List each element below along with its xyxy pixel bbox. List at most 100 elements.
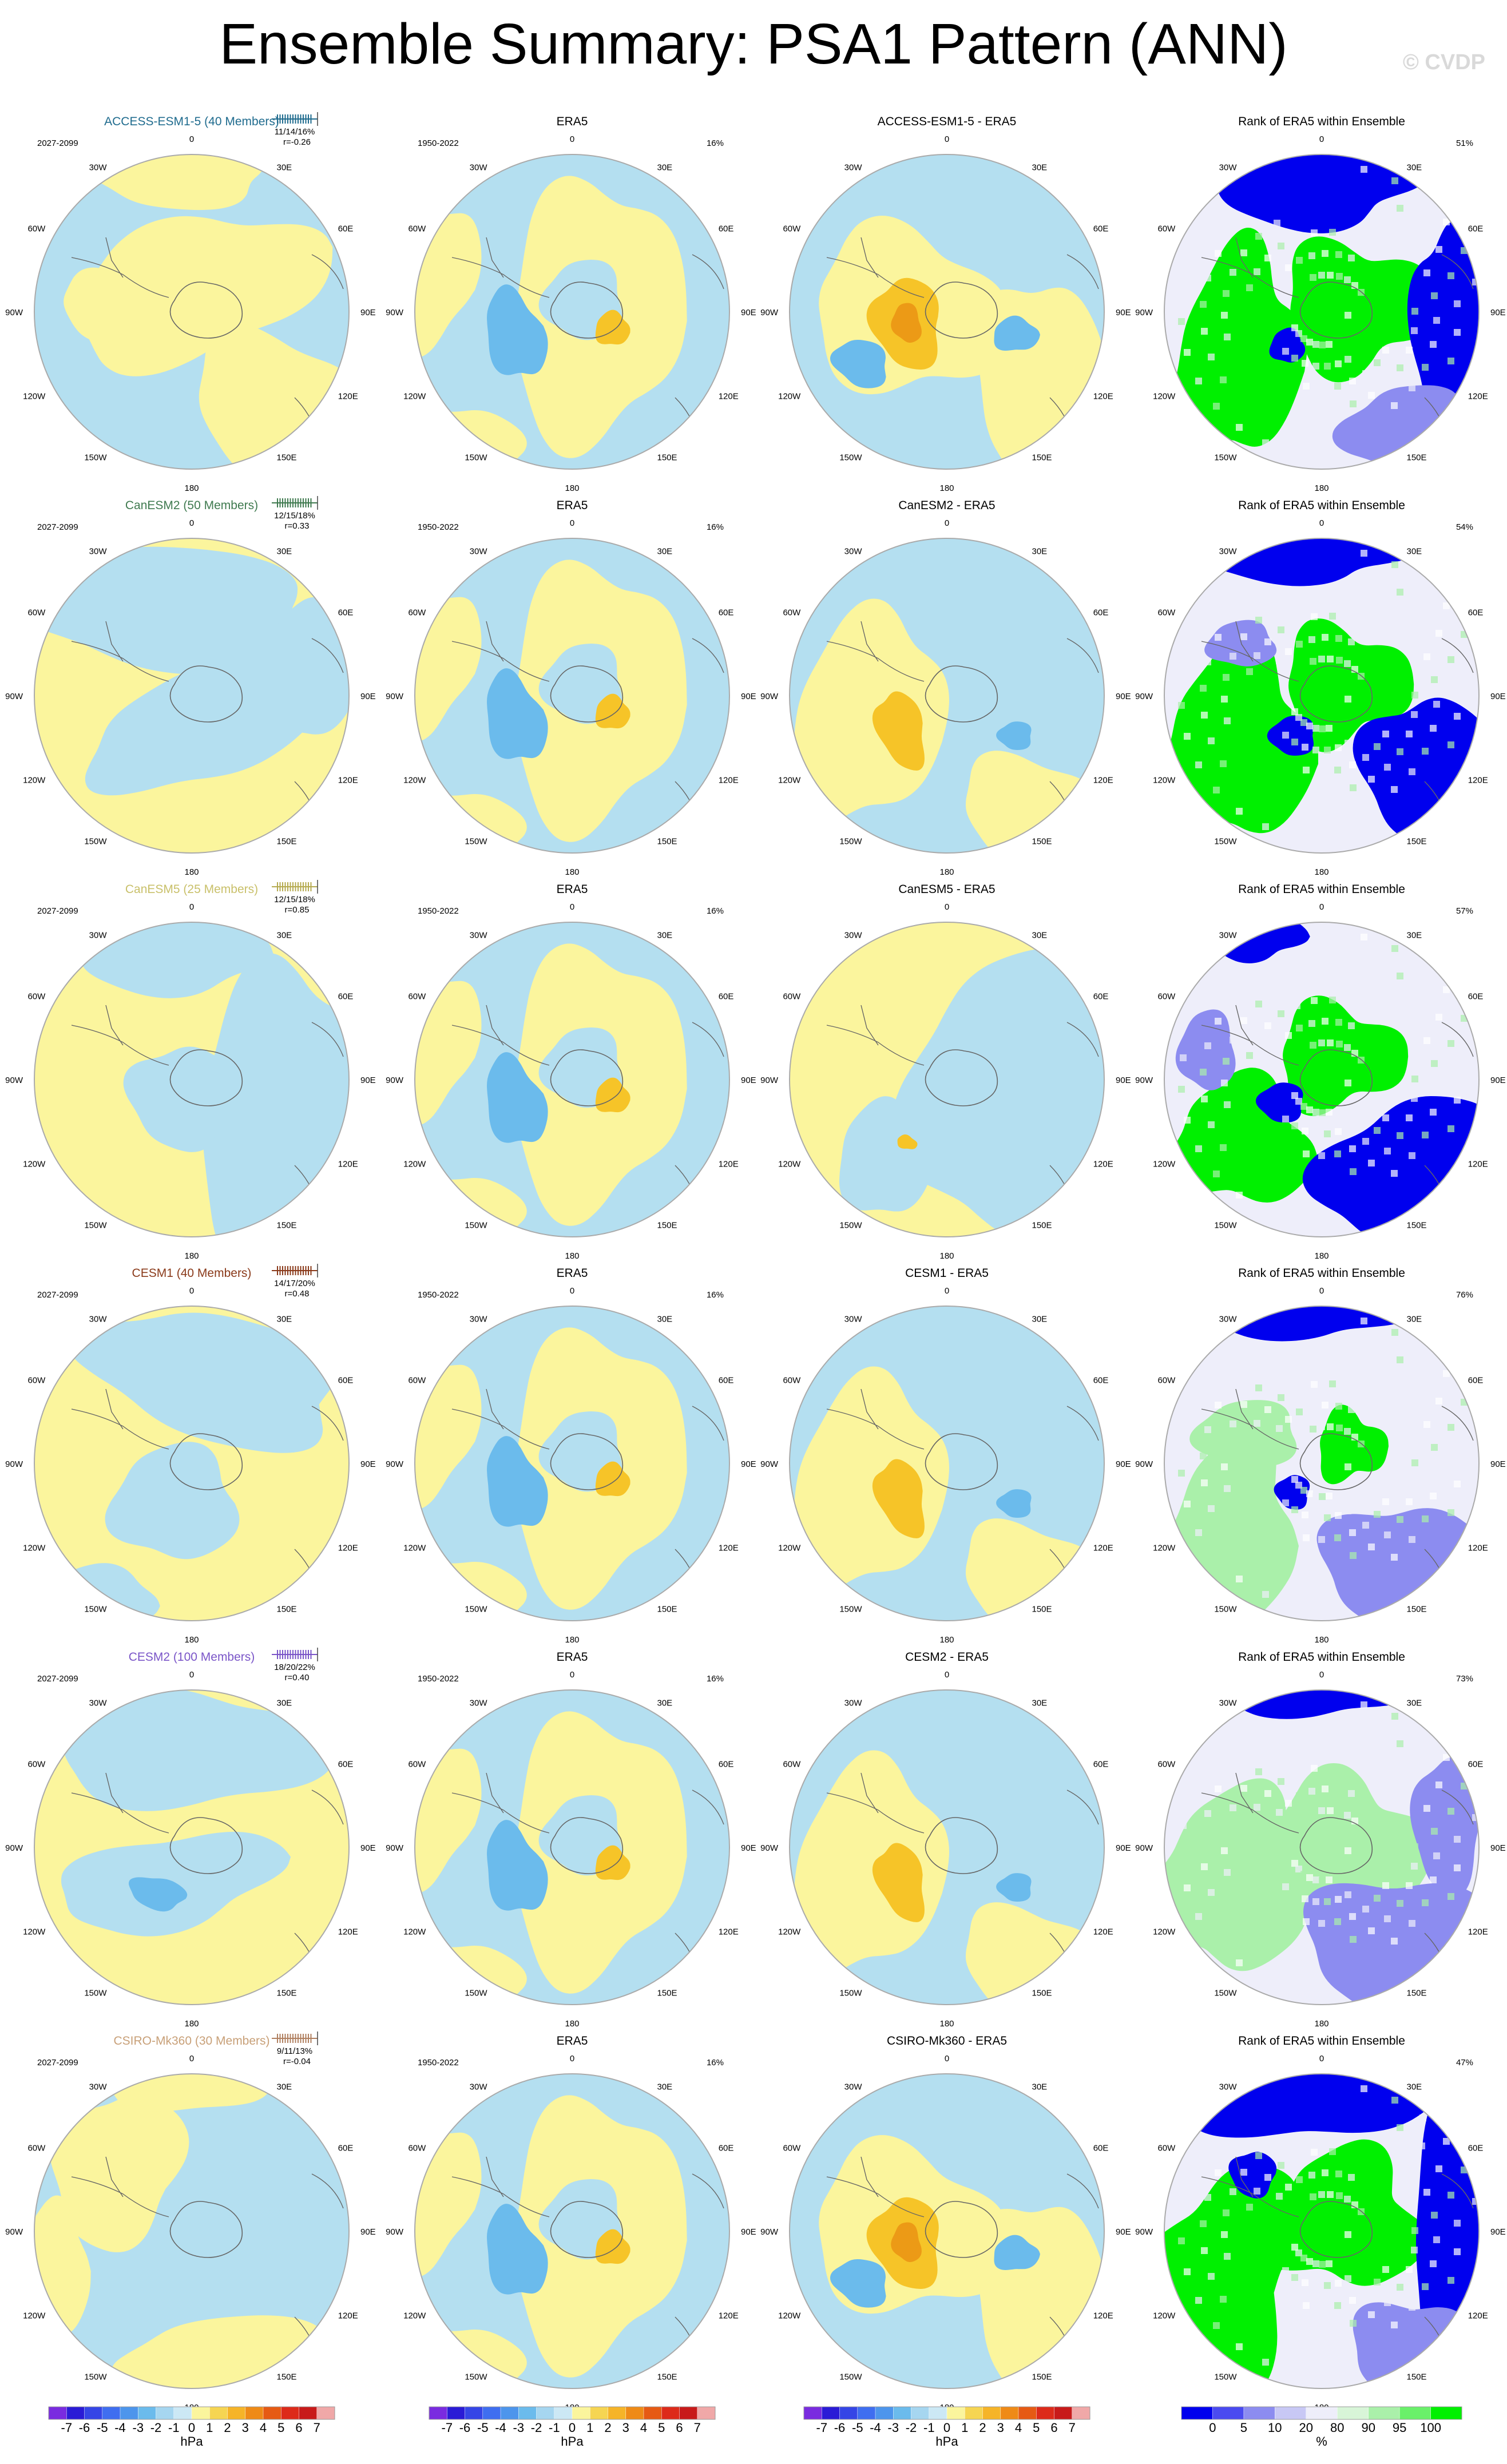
r3-rank-cell bbox=[1345, 1463, 1351, 1470]
r0-model-south-america-coast bbox=[71, 237, 169, 298]
r1-rank-pct: 54% bbox=[1456, 522, 1473, 532]
r0-model-lon-label: 150E bbox=[277, 453, 297, 463]
r2-rank-cell bbox=[1397, 1132, 1403, 1139]
r3-rank-cell bbox=[1300, 1487, 1307, 1494]
r1-model-whisker-plot bbox=[272, 496, 318, 510]
colorbar-2-swatch bbox=[911, 2406, 930, 2420]
r0-model-region bbox=[64, 267, 165, 342]
r5-obs-lon-label: 0 bbox=[570, 2054, 574, 2064]
r4-diff-lon-label: 60W bbox=[783, 1760, 801, 1769]
r4-rank-lon-label: 120E bbox=[1468, 1927, 1488, 1937]
r5-rank-cell bbox=[1327, 2191, 1334, 2198]
r0-diff-region bbox=[994, 315, 1040, 351]
r1-rank-lon-label: 120W bbox=[1153, 776, 1176, 785]
r4-rank-cell bbox=[1435, 1781, 1442, 1788]
r4-rank-cell bbox=[1302, 1895, 1308, 1902]
r4-rank-cell bbox=[1312, 1876, 1319, 1883]
r3-rank-cell bbox=[1255, 1384, 1262, 1391]
r5-rank-cell bbox=[1278, 2162, 1284, 2169]
r4-rank-cell bbox=[1291, 1860, 1298, 1867]
r4-rank-lon-label: 150W bbox=[1214, 1989, 1237, 1998]
r5-rank-south-america-coast bbox=[1201, 2156, 1299, 2217]
r0-rank-cell bbox=[1318, 272, 1325, 279]
r2-rank-cell bbox=[1274, 987, 1280, 994]
r3-rank-cell bbox=[1224, 1485, 1231, 1492]
r3-rank-cell bbox=[1391, 1554, 1398, 1561]
r5-rank-cell bbox=[1296, 2176, 1303, 2183]
r4-obs-region bbox=[595, 1845, 630, 1880]
r3-rank-cell bbox=[1454, 1481, 1461, 1487]
r0-model-lon-label: 60W bbox=[27, 224, 46, 234]
r0-rank-lon-label: 120W bbox=[1153, 392, 1176, 402]
r4-rank-lon-label: 60E bbox=[1468, 1760, 1484, 1769]
r5-rank-lon-label: 60E bbox=[1468, 2144, 1484, 2153]
r2-rank-cell bbox=[1240, 1017, 1247, 1024]
colorbar-3-swatch bbox=[1399, 2406, 1431, 2420]
r1-rank-cell bbox=[1443, 602, 1450, 609]
r1-obs-region bbox=[595, 693, 630, 729]
r3-rank-cell bbox=[1329, 1380, 1336, 1387]
r5-rank-lon-label: 30W bbox=[1219, 2082, 1238, 2092]
colorbar-1-swatch bbox=[482, 2406, 501, 2420]
r1-diff-region bbox=[996, 721, 1032, 750]
r3-rank-cell bbox=[1318, 1536, 1325, 1543]
r1-rank-cell bbox=[1223, 674, 1230, 681]
r4-obs-region bbox=[487, 1820, 548, 1911]
r1-rank-cell bbox=[1195, 761, 1202, 768]
r2-rank-cell bbox=[1409, 1152, 1415, 1159]
r4-rank-cell bbox=[1303, 1918, 1310, 1925]
r4-model-period: 2027-2099 bbox=[37, 1674, 78, 1684]
r0-rank-cell bbox=[1306, 339, 1313, 346]
r1-rank-cell bbox=[1397, 589, 1403, 596]
r1-model-rim bbox=[34, 538, 350, 854]
r0-rank-cell bbox=[1204, 275, 1211, 281]
r3-rank-cell bbox=[1324, 1514, 1331, 1521]
r4-rank-cell bbox=[1374, 1895, 1381, 1902]
r0-diff-antarctica-coast bbox=[925, 281, 998, 339]
r4-model-lon-label: 60E bbox=[338, 1760, 354, 1769]
r3-rank-cell bbox=[1443, 1370, 1450, 1377]
r0-rank-cell bbox=[1345, 312, 1351, 319]
r1-rank-cell bbox=[1406, 731, 1413, 737]
r4-diff-rim bbox=[789, 1689, 1105, 2005]
colorbar-1-tick: -1 bbox=[549, 2421, 560, 2435]
r2-diff-lon-label: 150W bbox=[839, 1221, 862, 1231]
colorbar-0-swatch bbox=[299, 2406, 318, 2420]
r1-rank-cell bbox=[1262, 823, 1269, 830]
r5-obs-lon-label: 60E bbox=[719, 2144, 734, 2153]
r2-rank-lon-label: 60W bbox=[1157, 992, 1176, 1002]
r2-rank-cell bbox=[1312, 1130, 1319, 1137]
r4-model-rim bbox=[34, 1689, 350, 2005]
r4-rank-cell bbox=[1361, 1701, 1367, 1708]
r0-rank-antarctica-coast bbox=[1299, 281, 1373, 339]
r0-rank-cell bbox=[1215, 250, 1222, 257]
r0-obs-antarctica-coast bbox=[550, 281, 624, 339]
r5-rank-cell bbox=[1215, 2169, 1222, 2176]
r0-rank-cell bbox=[1322, 250, 1328, 257]
r2-rank-cell bbox=[1374, 1127, 1381, 1134]
colorbar-2: -7 -6 -5 -4 -3 -2 -1 0 1 2 3 4 5 6 7 hPa bbox=[803, 2406, 1090, 2449]
r0-rank-cell bbox=[1431, 292, 1438, 299]
r0-obs-region bbox=[595, 310, 630, 345]
r3-obs-lon-label: 120E bbox=[719, 1544, 739, 1553]
r5-rank-region bbox=[1228, 2152, 1277, 2199]
r5-model-lon-label: 60E bbox=[338, 2144, 354, 2153]
r1-rank-cell bbox=[1418, 607, 1425, 614]
colorbar-0-swatch bbox=[191, 2406, 211, 2420]
r3-obs-lon-label: 30E bbox=[657, 1314, 673, 1324]
colorbar-1-swatch bbox=[500, 2406, 519, 2420]
r2-rank-cell bbox=[1311, 997, 1318, 1004]
colorbar-1-tick: 4 bbox=[640, 2421, 647, 2435]
colorbar-2-swatch bbox=[1054, 2406, 1073, 2420]
r0-model-lon-label: 90W bbox=[5, 308, 23, 318]
r4-model-lon-label: 150W bbox=[84, 1989, 107, 1998]
r0-rank-cell bbox=[1329, 229, 1336, 236]
r1-diff-lon-label: 120E bbox=[1093, 776, 1113, 785]
r5-rank-lon-label: 30E bbox=[1407, 2082, 1422, 2092]
r1-rank-cell bbox=[1278, 626, 1284, 633]
r3-rank-cell bbox=[1335, 1512, 1342, 1519]
r0-obs-region bbox=[487, 284, 548, 375]
r0-rank-cell bbox=[1348, 255, 1355, 261]
r3-rank-region bbox=[1205, 1306, 1412, 1342]
r0-diff-region bbox=[975, 287, 1104, 469]
